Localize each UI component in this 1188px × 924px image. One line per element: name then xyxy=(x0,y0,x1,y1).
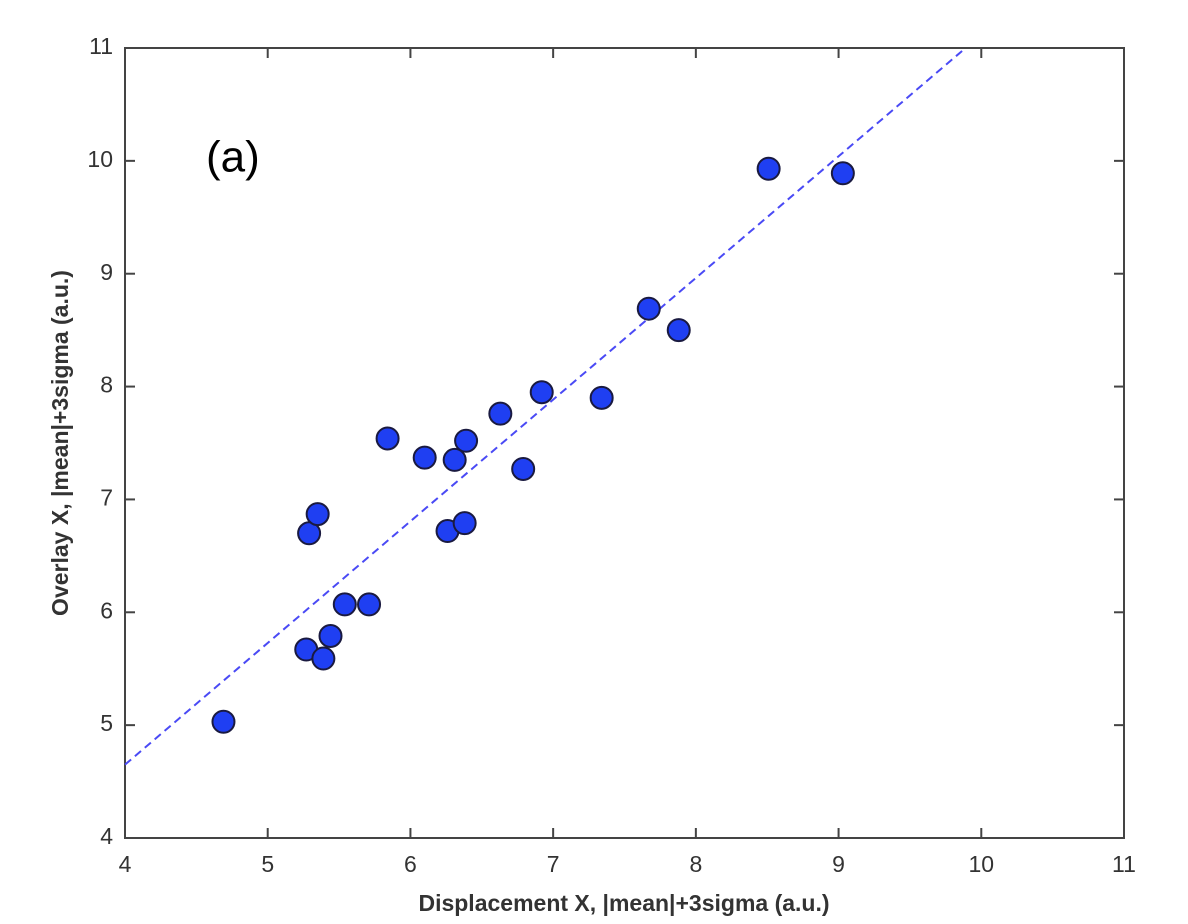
x-axis-label: Displacement X, |mean|+3sigma (a.u.) xyxy=(418,890,829,916)
y-tick-label: 4 xyxy=(100,823,113,849)
y-tick-label: 6 xyxy=(100,597,113,623)
point xyxy=(412,445,437,470)
point xyxy=(357,592,382,617)
point xyxy=(756,156,781,181)
point xyxy=(375,426,400,451)
y-tick-label: 10 xyxy=(87,146,113,172)
point xyxy=(211,709,236,734)
y-tick-label: 9 xyxy=(100,259,113,285)
x-tick-label: 5 xyxy=(261,851,274,877)
point xyxy=(511,456,536,481)
x-tick-label: 11 xyxy=(1112,851,1136,877)
x-tick-label: 7 xyxy=(547,851,560,877)
x-tick-label: 4 xyxy=(119,851,132,877)
point xyxy=(442,447,467,472)
point xyxy=(666,318,691,343)
point xyxy=(454,428,479,453)
point xyxy=(529,380,554,405)
point xyxy=(589,385,614,410)
y-tick-label: 11 xyxy=(89,33,113,59)
point xyxy=(311,646,336,671)
x-tick-label: 6 xyxy=(404,851,417,877)
y-tick-label: 5 xyxy=(100,710,113,736)
point xyxy=(305,502,330,527)
y-tick-label: 7 xyxy=(100,485,113,511)
y-tick-label: 8 xyxy=(100,372,113,398)
point xyxy=(636,296,661,321)
annotation: (a) xyxy=(206,133,260,182)
x-tick-label: 10 xyxy=(968,851,994,877)
point xyxy=(488,401,513,426)
point xyxy=(318,623,343,648)
plot-frame xyxy=(124,47,1125,839)
point xyxy=(830,161,855,186)
point xyxy=(452,511,477,536)
fit-line xyxy=(124,47,967,766)
x-tick-label: 9 xyxy=(832,851,845,877)
x-tick-label: 8 xyxy=(689,851,702,877)
point xyxy=(332,592,357,617)
y-axis-label: Overlay X, |mean|+3sigma (a.u.) xyxy=(47,270,73,616)
